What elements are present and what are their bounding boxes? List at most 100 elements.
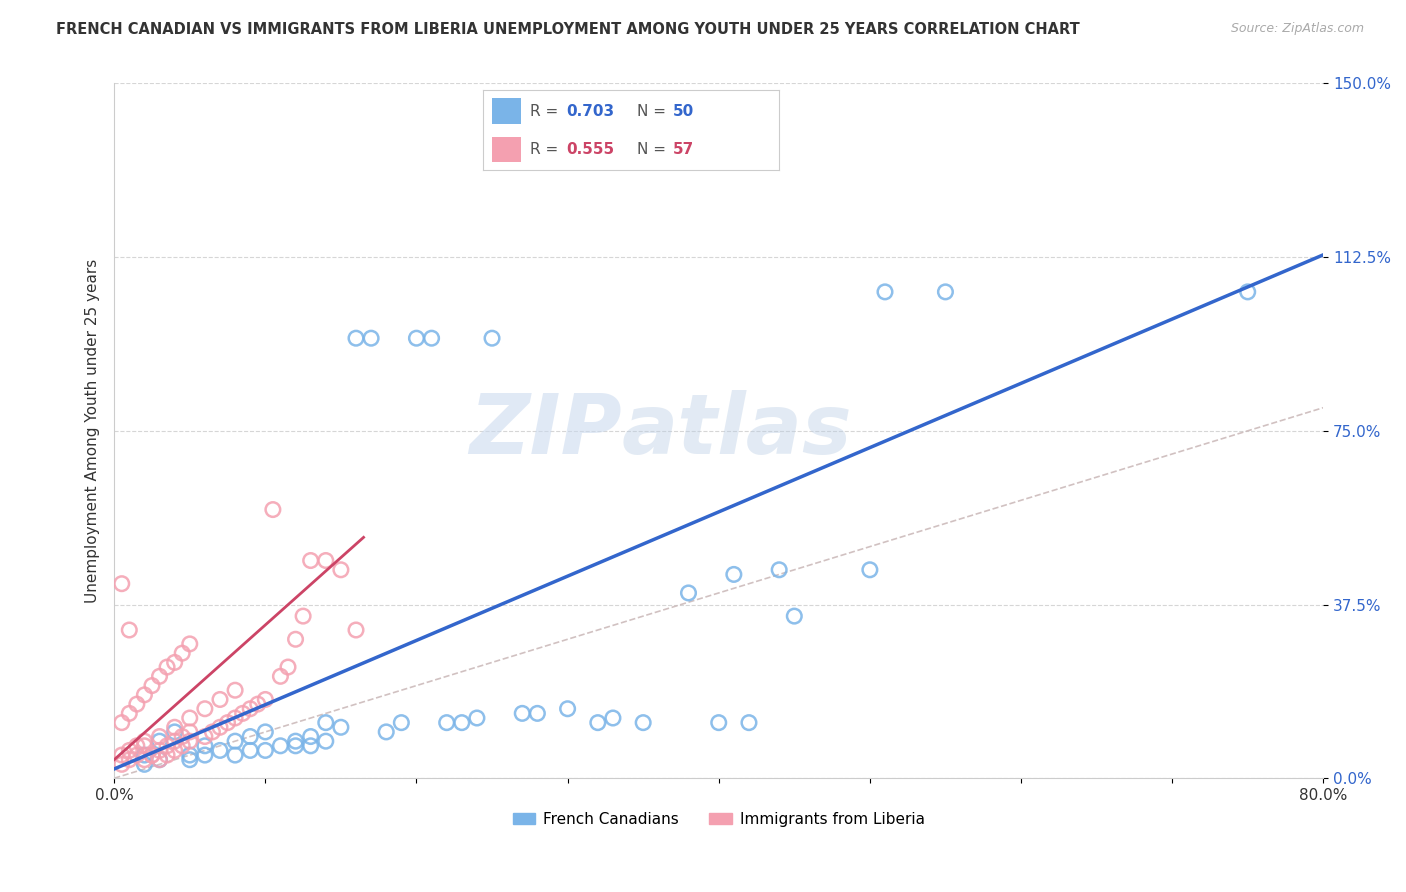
Point <box>125 739 148 753</box>
Point <box>360 331 382 345</box>
Point <box>859 563 882 577</box>
Point <box>269 669 291 683</box>
Point <box>344 623 367 637</box>
Point <box>125 697 148 711</box>
Point <box>315 734 337 748</box>
Point <box>246 697 269 711</box>
Point <box>1236 285 1258 299</box>
Point <box>148 734 170 748</box>
Point <box>118 706 141 721</box>
Point <box>254 743 277 757</box>
Point <box>224 711 246 725</box>
Point <box>707 715 730 730</box>
Point <box>510 706 533 721</box>
Point <box>201 725 224 739</box>
Point <box>172 646 194 660</box>
Point <box>631 715 654 730</box>
Point <box>134 734 156 748</box>
Point <box>194 739 217 753</box>
Point <box>208 743 231 757</box>
Text: atlas: atlas <box>621 391 852 471</box>
Point <box>284 734 307 748</box>
Point <box>163 734 186 748</box>
Point <box>141 679 163 693</box>
Point <box>239 730 262 744</box>
Point <box>208 720 231 734</box>
Point <box>194 730 217 744</box>
Point <box>405 331 427 345</box>
Point <box>269 739 291 753</box>
Point <box>239 702 262 716</box>
Point <box>111 715 134 730</box>
Text: ZIP: ZIP <box>470 391 621 471</box>
Text: Source: ZipAtlas.com: Source: ZipAtlas.com <box>1230 22 1364 36</box>
Point <box>172 730 194 744</box>
Point <box>163 725 186 739</box>
Point <box>134 688 156 702</box>
Point <box>277 660 299 674</box>
Text: FRENCH CANADIAN VS IMMIGRANTS FROM LIBERIA UNEMPLOYMENT AMONG YOUTH UNDER 25 YEA: FRENCH CANADIAN VS IMMIGRANTS FROM LIBER… <box>56 22 1080 37</box>
Point <box>239 743 262 757</box>
Point <box>299 730 322 744</box>
Point <box>299 739 322 753</box>
Point <box>179 725 201 739</box>
Point <box>125 747 148 762</box>
Point <box>783 609 806 624</box>
Point <box>179 637 201 651</box>
Legend: French Canadians, Immigrants from Liberia: French Canadians, Immigrants from Liberi… <box>506 805 931 833</box>
Point <box>134 747 156 762</box>
Point <box>284 632 307 647</box>
Point <box>262 502 284 516</box>
Point <box>557 702 579 716</box>
Point <box>934 285 956 299</box>
Point <box>194 747 217 762</box>
Point <box>420 331 443 345</box>
Y-axis label: Unemployment Among Youth under 25 years: Unemployment Among Youth under 25 years <box>86 259 100 603</box>
Point <box>179 753 201 767</box>
Point <box>134 739 156 753</box>
Point <box>163 720 186 734</box>
Point <box>254 692 277 706</box>
Point <box>163 743 186 757</box>
Point <box>148 753 170 767</box>
Point <box>450 715 472 730</box>
Point <box>292 609 315 624</box>
Point <box>148 730 170 744</box>
Point <box>723 567 745 582</box>
Point <box>156 739 179 753</box>
Point <box>329 563 352 577</box>
Point <box>148 669 170 683</box>
Point <box>436 715 458 730</box>
Point <box>224 734 246 748</box>
Point <box>299 553 322 567</box>
Point <box>389 715 412 730</box>
Point <box>156 660 179 674</box>
Point <box>179 734 201 748</box>
Point <box>224 747 246 762</box>
Point <box>465 711 488 725</box>
Point <box>118 753 141 767</box>
Point <box>481 331 503 345</box>
Point <box>586 715 609 730</box>
Point <box>375 725 398 739</box>
Point <box>344 331 367 345</box>
Point <box>232 706 254 721</box>
Point <box>141 747 163 762</box>
Point <box>179 711 201 725</box>
Point <box>172 739 194 753</box>
Point <box>118 743 141 757</box>
Point <box>148 743 170 757</box>
Point <box>678 586 700 600</box>
Point <box>315 715 337 730</box>
Point <box>148 753 170 767</box>
Point <box>208 692 231 706</box>
Point <box>163 656 186 670</box>
Point <box>768 563 790 577</box>
Point <box>873 285 896 299</box>
Point <box>111 747 134 762</box>
Point <box>224 683 246 698</box>
Point <box>118 623 141 637</box>
Point <box>284 739 307 753</box>
Point <box>141 747 163 762</box>
Point <box>526 706 548 721</box>
